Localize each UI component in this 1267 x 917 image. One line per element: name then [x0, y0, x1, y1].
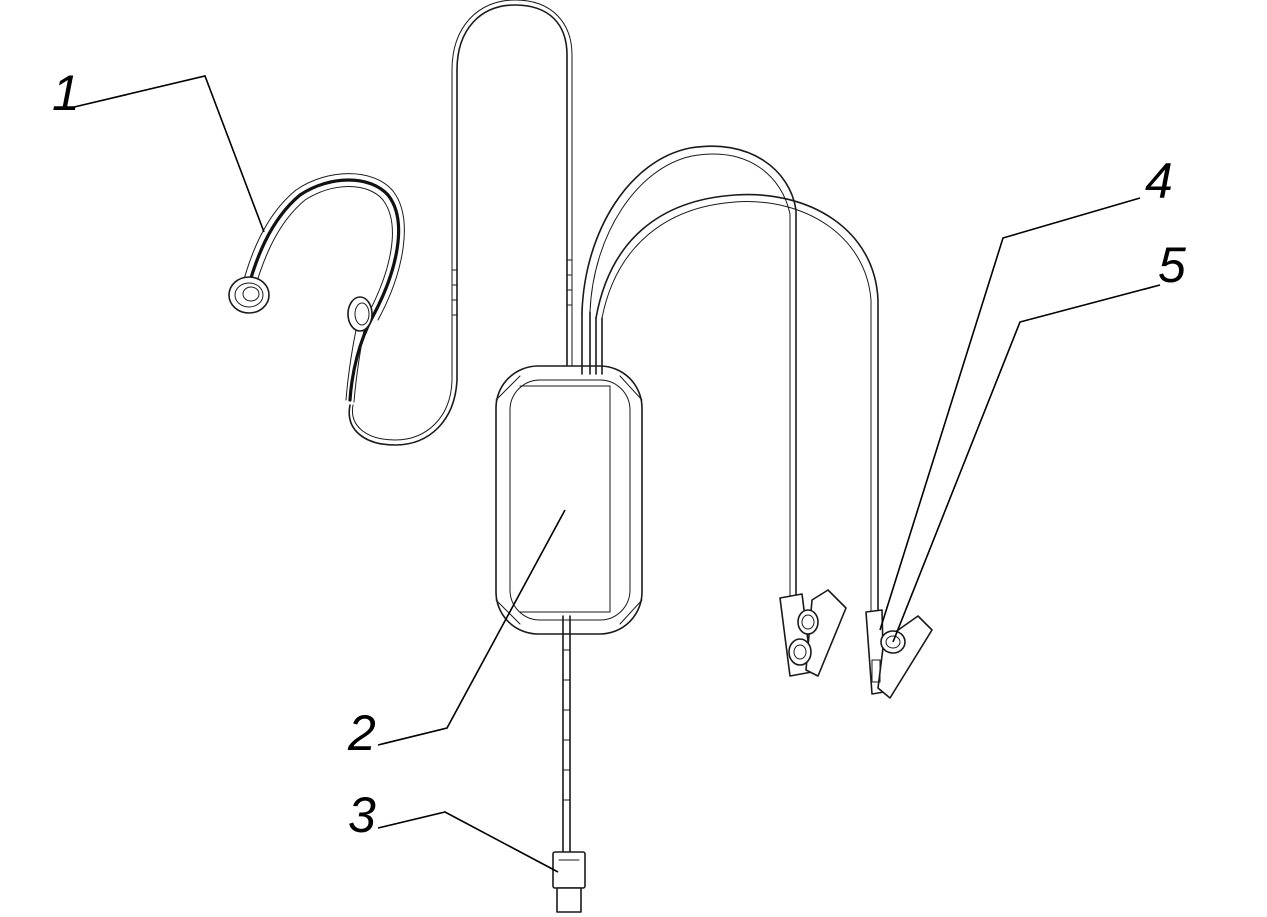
leader-1 — [69, 75, 265, 233]
leader-lines — [69, 75, 1161, 873]
callout-label-4: 4 — [1145, 153, 1173, 209]
clip-cables — [581, 145, 879, 613]
callout-label-1: 1 — [52, 65, 80, 121]
hook-ring — [347, 296, 373, 332]
clip-right — [865, 609, 933, 699]
callout-label-5: 5 — [1158, 237, 1186, 293]
callout-label-3: 3 — [348, 787, 376, 843]
control-box — [495, 311, 643, 853]
leader-4 — [879, 197, 1141, 631]
leader-3 — [377, 811, 559, 873]
leader-5 — [892, 284, 1161, 643]
usb-connector — [552, 851, 586, 913]
leader-2 — [377, 509, 566, 746]
callout-labels: 1 2 3 4 5 — [52, 65, 1186, 843]
callout-label-2: 2 — [347, 705, 376, 761]
clip-left — [779, 589, 847, 677]
ear-hook-earpiece — [228, 0, 573, 446]
